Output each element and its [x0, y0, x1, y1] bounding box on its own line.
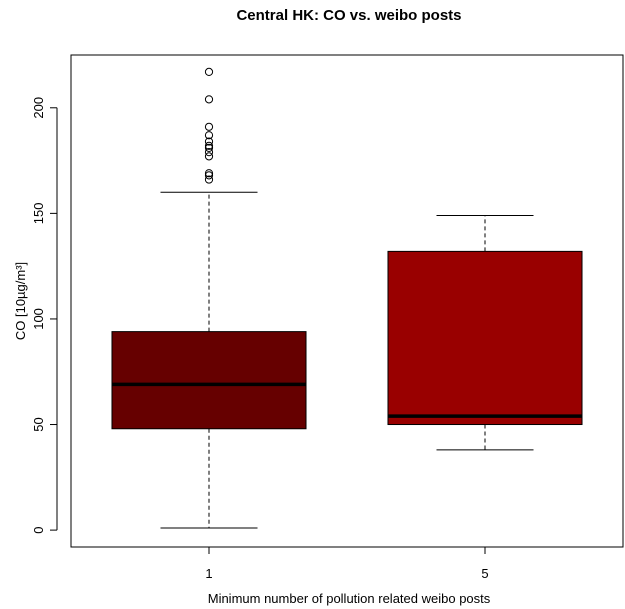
- chart-title: Central HK: CO vs. weibo posts: [236, 7, 461, 24]
- y-tick-label: 50: [31, 417, 46, 431]
- y-tick-label: 0: [31, 526, 46, 533]
- boxes: [111, 67, 583, 529]
- x-axis-label: Minimum number of pollution related weib…: [208, 591, 491, 606]
- outlier-point: [204, 175, 214, 184]
- y-tick-label: 200: [31, 97, 46, 119]
- y-tick-label: 100: [31, 308, 46, 330]
- outlier-point: [204, 143, 214, 153]
- box-1: [111, 67, 307, 529]
- outlier-point: [204, 148, 214, 157]
- outlier-point: [204, 171, 214, 180]
- outlier-point: [204, 95, 214, 104]
- y-tick-label: 150: [31, 203, 46, 225]
- y-axis: 0 50 100 150 200: [31, 97, 58, 534]
- box-5: [387, 214, 583, 451]
- x-tick-label: 1: [205, 566, 212, 581]
- outlier-point: [204, 169, 214, 178]
- y-axis-label: CO [10µg/m³]: [13, 262, 28, 340]
- outlier-point: [204, 67, 214, 76]
- box-iqr: [111, 331, 307, 430]
- x-tick-label: 5: [481, 566, 488, 581]
- outlier-point: [204, 152, 214, 161]
- outlier-point: [204, 137, 214, 146]
- outlier-point: [204, 141, 214, 150]
- outlier-point: [204, 122, 214, 131]
- box-iqr: [387, 250, 583, 426]
- outlier-point: [204, 131, 214, 140]
